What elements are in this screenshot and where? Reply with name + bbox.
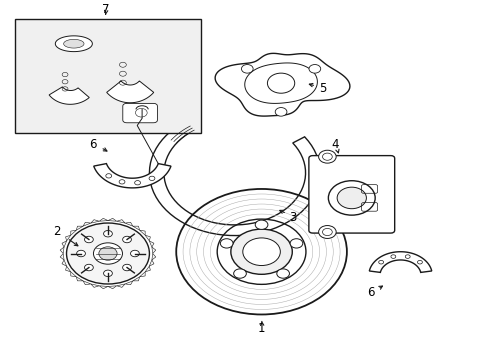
Polygon shape bbox=[106, 81, 153, 103]
Text: 7: 7 bbox=[102, 3, 109, 16]
Polygon shape bbox=[60, 247, 64, 253]
Polygon shape bbox=[149, 241, 154, 247]
Polygon shape bbox=[125, 222, 133, 226]
Polygon shape bbox=[62, 260, 66, 266]
Circle shape bbox=[103, 270, 112, 276]
Polygon shape bbox=[140, 230, 145, 235]
Text: 1: 1 bbox=[257, 322, 265, 335]
Circle shape bbox=[255, 220, 267, 229]
Polygon shape bbox=[65, 266, 71, 272]
Polygon shape bbox=[125, 281, 133, 285]
Circle shape bbox=[289, 239, 302, 248]
Circle shape bbox=[336, 187, 366, 209]
Circle shape bbox=[230, 229, 292, 274]
Circle shape bbox=[103, 230, 112, 237]
FancyBboxPatch shape bbox=[308, 156, 394, 233]
Polygon shape bbox=[76, 226, 83, 230]
FancyBboxPatch shape bbox=[122, 103, 157, 123]
Circle shape bbox=[378, 260, 383, 264]
Circle shape bbox=[241, 64, 253, 73]
Text: 2: 2 bbox=[53, 225, 61, 238]
Circle shape bbox=[267, 73, 294, 93]
Polygon shape bbox=[145, 235, 150, 241]
Polygon shape bbox=[91, 284, 99, 287]
Polygon shape bbox=[145, 266, 150, 272]
Polygon shape bbox=[215, 53, 349, 116]
Circle shape bbox=[119, 180, 125, 184]
Polygon shape bbox=[62, 241, 66, 247]
Circle shape bbox=[84, 264, 93, 271]
Circle shape bbox=[220, 239, 232, 248]
Circle shape bbox=[233, 269, 246, 278]
Polygon shape bbox=[60, 253, 64, 260]
Polygon shape bbox=[244, 63, 317, 103]
Polygon shape bbox=[94, 163, 171, 188]
Polygon shape bbox=[76, 277, 83, 281]
Circle shape bbox=[130, 250, 139, 257]
Polygon shape bbox=[117, 284, 125, 287]
Polygon shape bbox=[152, 253, 156, 260]
Polygon shape bbox=[133, 277, 140, 281]
Polygon shape bbox=[83, 222, 91, 226]
Polygon shape bbox=[83, 281, 91, 285]
Circle shape bbox=[122, 236, 131, 243]
Polygon shape bbox=[152, 247, 156, 253]
Circle shape bbox=[134, 181, 140, 185]
Polygon shape bbox=[65, 235, 71, 241]
Polygon shape bbox=[117, 220, 125, 223]
Circle shape bbox=[318, 150, 335, 163]
Circle shape bbox=[122, 264, 131, 271]
Polygon shape bbox=[133, 226, 140, 230]
Polygon shape bbox=[140, 272, 145, 277]
Text: 6: 6 bbox=[89, 138, 97, 150]
Polygon shape bbox=[149, 260, 154, 266]
Polygon shape bbox=[71, 230, 76, 235]
Polygon shape bbox=[108, 218, 117, 221]
Polygon shape bbox=[99, 286, 108, 289]
Circle shape bbox=[93, 243, 122, 264]
Text: 4: 4 bbox=[330, 138, 338, 150]
Text: 5: 5 bbox=[318, 82, 325, 95]
Polygon shape bbox=[108, 286, 117, 289]
Circle shape bbox=[99, 247, 117, 260]
Circle shape bbox=[417, 260, 422, 264]
Polygon shape bbox=[63, 39, 84, 48]
Circle shape bbox=[276, 269, 289, 278]
Polygon shape bbox=[55, 36, 92, 51]
Polygon shape bbox=[71, 272, 76, 277]
Text: 6: 6 bbox=[367, 287, 374, 300]
Polygon shape bbox=[49, 87, 89, 104]
Polygon shape bbox=[91, 220, 99, 223]
Circle shape bbox=[390, 255, 395, 258]
Circle shape bbox=[84, 236, 93, 243]
Circle shape bbox=[275, 108, 286, 116]
Polygon shape bbox=[99, 218, 108, 221]
Circle shape bbox=[66, 223, 149, 284]
Circle shape bbox=[243, 238, 280, 266]
Circle shape bbox=[105, 174, 111, 178]
Circle shape bbox=[328, 181, 374, 215]
Circle shape bbox=[77, 250, 85, 257]
Circle shape bbox=[318, 226, 335, 238]
Bar bbox=[15, 19, 200, 134]
Text: 3: 3 bbox=[289, 211, 296, 224]
Circle shape bbox=[308, 64, 320, 73]
Circle shape bbox=[149, 176, 155, 180]
Circle shape bbox=[405, 255, 409, 258]
Polygon shape bbox=[368, 252, 431, 273]
Polygon shape bbox=[149, 121, 319, 235]
